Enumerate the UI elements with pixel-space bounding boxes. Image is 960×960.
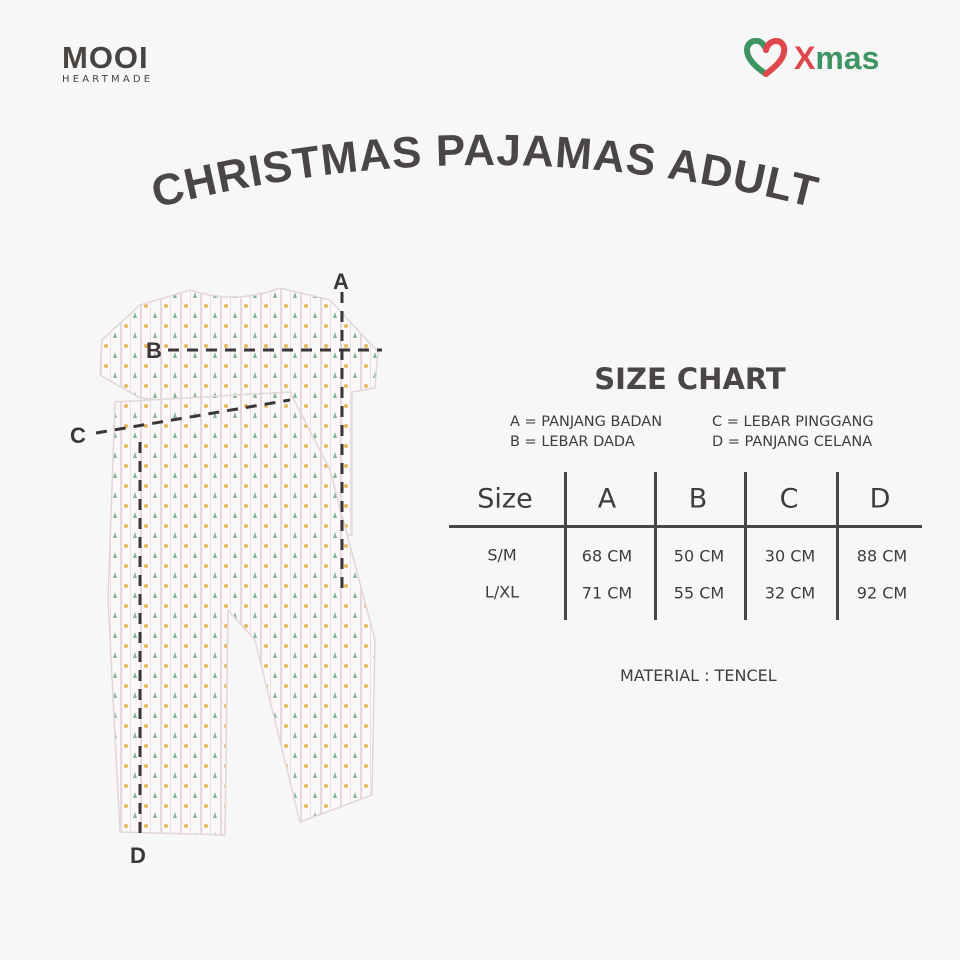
label-a: A (333, 269, 349, 294)
row-lxl-a: 71 CM (581, 583, 633, 603)
brand-logo: MOOI HEARTMADE (62, 42, 153, 85)
legend-d: D = PANJANG CELANA (712, 434, 873, 450)
header-c: C (779, 483, 799, 515)
xmas-logo: Xmas (744, 38, 879, 78)
row-lxl-b: 55 CM (673, 583, 725, 603)
header-a: A (597, 483, 617, 515)
header-size: Size (477, 483, 533, 515)
size-chart-title: SIZE CHART (594, 362, 786, 396)
column-divider (654, 472, 657, 620)
header-d: D (869, 483, 891, 515)
legend-a: A = PANJANG BADAN (510, 414, 663, 430)
brand-tagline: HEARTMADE (62, 74, 154, 85)
column-divider (836, 472, 839, 620)
label-d: D (130, 843, 146, 868)
xmas-word: Xmas (794, 39, 880, 76)
table-header-divider (449, 525, 922, 528)
label-c: C (70, 423, 86, 448)
row-lxl-c: 32 CM (764, 583, 816, 603)
pants (107, 391, 376, 836)
row-sm-b: 50 CM (673, 546, 725, 566)
header-b: B (688, 483, 708, 515)
legend-b: B = LEBAR DADA (510, 434, 635, 450)
row-sm-d: 88 CM (856, 546, 908, 566)
column-divider (744, 472, 747, 620)
legend-c: C = LEBAR PINGGANG (712, 414, 874, 430)
legend-left: A = PANJANG BADAN B = LEBAR DADA (510, 412, 662, 452)
brand-name: MOOI (62, 40, 149, 75)
row-sm-c: 30 CM (764, 546, 816, 566)
heart-icon (744, 38, 788, 77)
label-b: B (146, 338, 162, 363)
row-sm-size: S/M (487, 545, 517, 565)
legend-right: C = LEBAR PINGGANG D = PANJANG CELANA (712, 412, 874, 452)
page-title: CHRISTMAS PAJAMAS ADULT (147, 126, 823, 218)
measure-c-line (95, 398, 291, 435)
row-sm-a: 68 CM (581, 546, 633, 566)
row-lxl-size: L/XL (484, 582, 520, 602)
row-lxl-d: 92 CM (856, 583, 908, 603)
material-note: MATERIAL : TENCEL (620, 666, 777, 685)
column-divider (564, 472, 567, 620)
pajama-diagram: A B C D (70, 269, 382, 868)
